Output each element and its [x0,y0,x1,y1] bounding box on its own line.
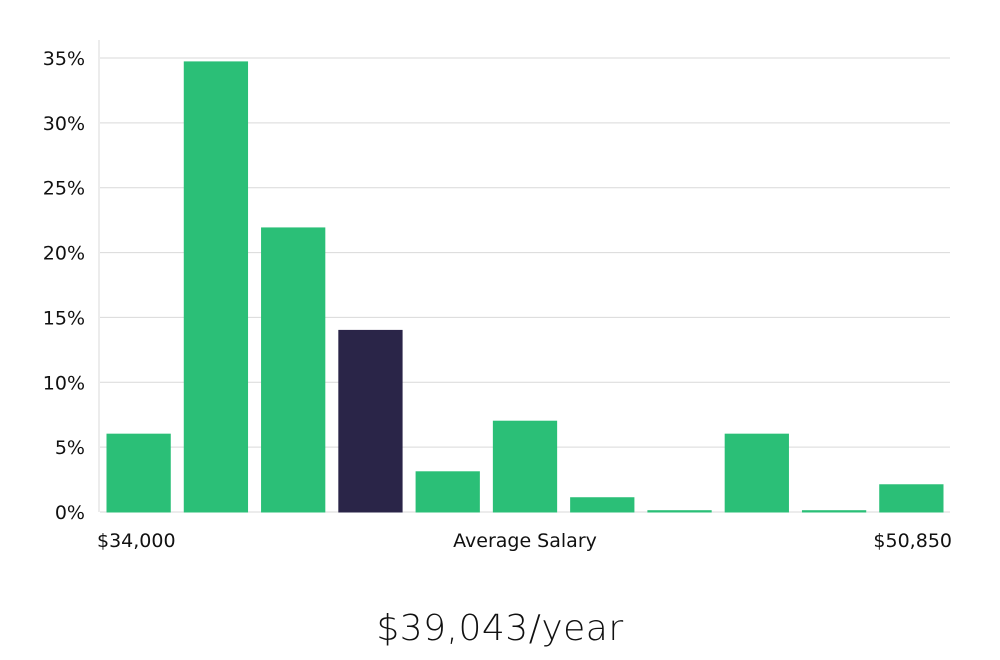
y-tick-label: 10% [43,372,85,394]
bar [570,497,635,513]
x-axis-title: Average Salary [453,530,597,552]
x-range-start-label: $34,000 [97,530,176,552]
bar [492,420,558,513]
bar [415,471,480,513]
bar-highlighted [338,329,403,513]
y-tick-label: 5% [55,437,85,459]
bar [724,433,789,513]
y-tick-label: 35% [43,48,85,70]
average-salary-summary: $39,043/year [376,608,624,649]
y-tick-label: 25% [43,178,85,200]
bar [647,510,712,513]
bars [106,61,944,513]
y-tick-label: 30% [43,113,85,135]
bar [183,61,249,513]
bar [801,510,867,513]
bar [261,227,326,513]
bar [879,484,944,513]
salary-histogram: 0% 5% 10% 15% 20% 25% 30% 35% $34,000 Average S… [43,40,952,552]
x-range-end-label: $50,850 [873,530,952,552]
y-tick-labels: 0% 5% 10% 15% 20% 25% 30% 35% [43,48,85,524]
y-tick-label: 0% [55,502,85,524]
y-tick-label: 15% [43,307,85,329]
bar [106,433,171,513]
y-tick-label: 20% [43,243,85,265]
